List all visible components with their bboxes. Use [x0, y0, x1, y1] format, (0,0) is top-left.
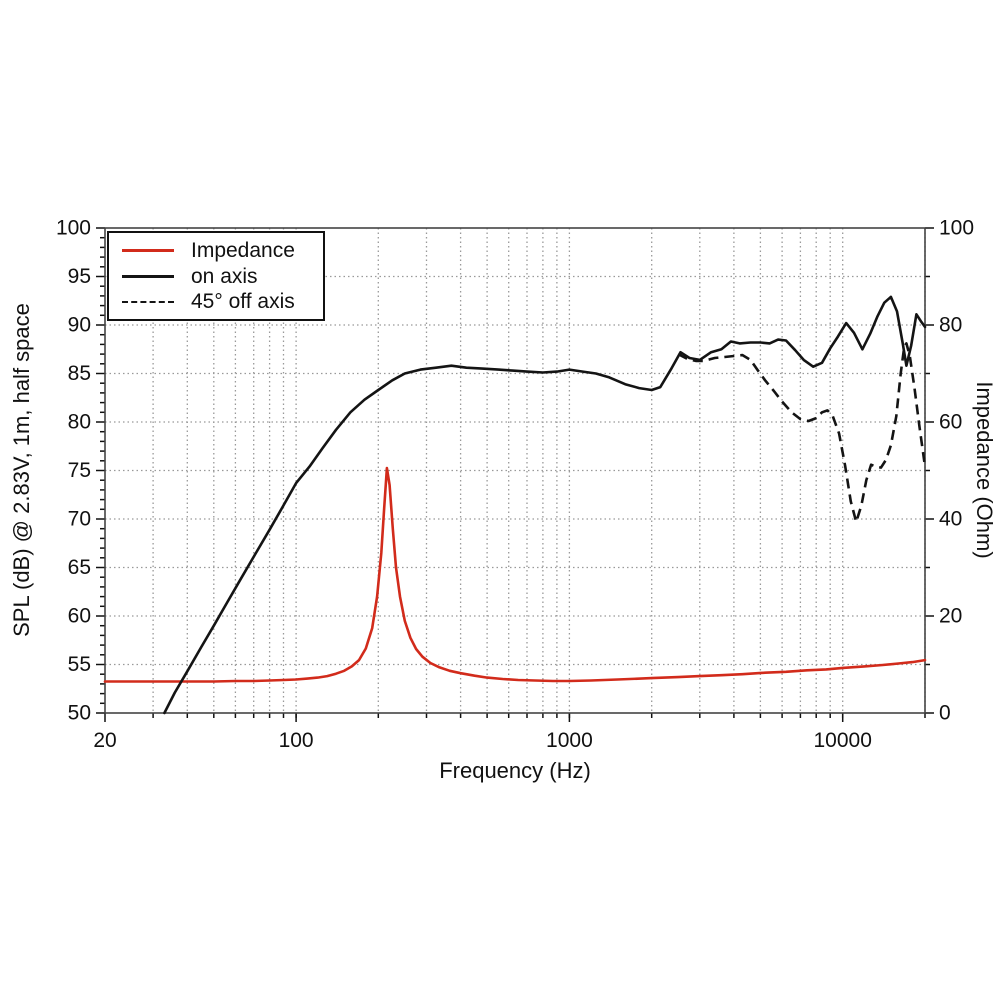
- svg-text:0: 0: [939, 702, 951, 725]
- svg-text:60: 60: [68, 605, 91, 628]
- svg-text:10000: 10000: [813, 729, 871, 752]
- svg-text:65: 65: [68, 556, 91, 579]
- svg-text:40: 40: [939, 508, 962, 531]
- impedance-line-sample: [122, 248, 174, 252]
- on-axis-line-sample: [122, 274, 174, 278]
- svg-text:1000: 1000: [546, 729, 593, 752]
- legend-label: Impedance: [191, 238, 295, 262]
- legend-item-impedance: Impedance: [122, 240, 313, 261]
- svg-text:55: 55: [68, 653, 91, 676]
- chart-legend: Impedance on axis 45° off axis: [107, 231, 325, 321]
- left-y-axis-title: SPL (dB) @ 2.83V, 1m, half space: [9, 303, 34, 637]
- legend-label: on axis: [191, 264, 258, 288]
- svg-text:70: 70: [68, 508, 91, 531]
- svg-text:80: 80: [939, 314, 962, 337]
- svg-text:90: 90: [68, 314, 91, 337]
- svg-text:100: 100: [56, 217, 91, 240]
- svg-text:20: 20: [939, 605, 962, 628]
- svg-text:60: 60: [939, 411, 962, 434]
- legend-item-45-off-axis: 45° off axis: [122, 291, 313, 312]
- svg-text:100: 100: [939, 217, 974, 240]
- svg-text:20: 20: [93, 729, 116, 752]
- off-axis-line-sample: [122, 300, 174, 303]
- svg-text:85: 85: [68, 362, 91, 385]
- svg-text:100: 100: [279, 729, 314, 752]
- svg-text:50: 50: [68, 702, 91, 725]
- legend-label: 45° off axis: [191, 290, 295, 314]
- right-y-axis-title: Impedance (Ohm): [972, 381, 997, 559]
- x-axis-title: Frequency (Hz): [439, 758, 591, 783]
- svg-text:95: 95: [68, 265, 91, 288]
- svg-text:80: 80: [68, 411, 91, 434]
- legend-item-on-axis: on axis: [122, 266, 313, 287]
- svg-text:75: 75: [68, 459, 91, 482]
